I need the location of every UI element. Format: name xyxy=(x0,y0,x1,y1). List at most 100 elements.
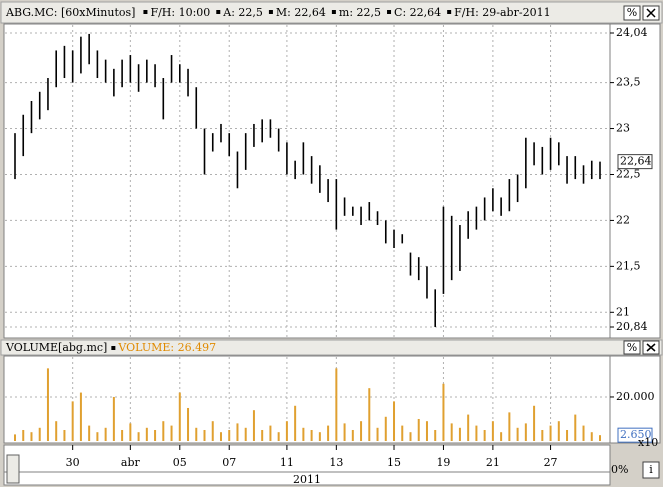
volume-bar xyxy=(187,407,190,441)
volume-bar xyxy=(327,425,330,441)
volume-bar xyxy=(533,405,536,441)
info-bullet xyxy=(447,10,452,14)
info-bullet xyxy=(216,10,221,14)
volume-bar xyxy=(162,421,165,441)
volume-bar xyxy=(71,401,74,441)
info-item: M: 22,64 xyxy=(276,6,326,19)
volume-close-icon xyxy=(646,343,656,352)
volume-bar xyxy=(137,432,140,441)
volume-bar xyxy=(557,421,560,441)
time-axis xyxy=(3,444,611,486)
volume-bar xyxy=(252,410,255,441)
volume-bar xyxy=(508,412,511,441)
volume-percent-button[interactable] xyxy=(623,340,641,355)
volume-header xyxy=(0,339,663,356)
volume-bar xyxy=(129,423,132,441)
volume-bar xyxy=(475,425,478,441)
chart-title: ABG.MC: [60xMinutos] xyxy=(5,6,135,19)
volume-bar xyxy=(500,432,503,441)
x-tick-label: 11 xyxy=(280,456,294,469)
x-tick-label: abr xyxy=(121,456,141,469)
volume-bar xyxy=(277,432,280,441)
volume-bar xyxy=(203,429,206,441)
volume-bar xyxy=(467,414,470,441)
y-tick-label: 21 xyxy=(616,305,630,318)
volume-bar xyxy=(409,432,412,441)
volume-bar xyxy=(425,421,428,441)
y-tick-label: 22 xyxy=(616,213,630,226)
volume-bar xyxy=(524,423,527,441)
volume-bar xyxy=(516,427,519,441)
volume-bar xyxy=(434,429,437,441)
percent-button-label: % xyxy=(627,6,637,19)
volume-bar xyxy=(228,429,231,441)
volume-bar xyxy=(360,421,363,441)
info-item: C: 22,64 xyxy=(394,6,441,19)
volume-bar xyxy=(599,435,601,441)
volume-bar xyxy=(590,432,593,441)
info-item: m: 22,5 xyxy=(339,6,381,19)
volume-bar xyxy=(154,429,157,441)
last-price-label: 22,64 xyxy=(620,155,652,168)
y-tick-label: 20.000 xyxy=(616,390,655,403)
info-item: A: 22,5 xyxy=(222,6,263,19)
x-tick-label: 21 xyxy=(486,456,500,469)
volume-bar xyxy=(574,414,577,441)
x-tick-label: 30 xyxy=(66,456,80,469)
volume-bar xyxy=(549,425,552,441)
volume-bar xyxy=(351,429,354,441)
x-tick-label: 13 xyxy=(329,456,343,469)
info-bullet xyxy=(143,10,148,14)
info-bullet xyxy=(387,10,392,14)
volume-bar xyxy=(269,425,272,441)
volume-bar xyxy=(195,427,198,441)
volume-bar xyxy=(38,427,41,441)
volume-bar xyxy=(211,421,214,441)
zoom-label: 0% xyxy=(611,463,628,476)
y-tick-label: 24,04 xyxy=(616,26,648,39)
volume-bar xyxy=(491,421,494,441)
x-tick-label: 19 xyxy=(436,456,450,469)
volume-bar xyxy=(458,427,461,441)
volume-percent-label: % xyxy=(627,341,637,354)
volume-bar xyxy=(384,416,387,441)
volume-bar xyxy=(79,392,82,441)
volume-bar xyxy=(343,423,346,441)
header-buttons: % % xyxy=(623,5,660,355)
header-bar xyxy=(0,1,663,24)
volume-bar xyxy=(112,396,115,441)
period-label: 2011 xyxy=(293,473,321,486)
y-tick-label: 23 xyxy=(616,122,630,135)
info-button[interactable] xyxy=(642,461,660,479)
volume-bar xyxy=(178,392,181,441)
volume-bar xyxy=(104,427,107,441)
last-price-box xyxy=(617,154,653,170)
percent-button[interactable] xyxy=(623,5,641,21)
volume-bar xyxy=(170,425,173,441)
volume-bar xyxy=(22,429,25,441)
volume-bar xyxy=(393,401,396,441)
volume-bar xyxy=(30,432,33,441)
volume-bar xyxy=(88,425,91,441)
volume-bar xyxy=(63,429,66,441)
volume-bar xyxy=(310,429,313,441)
volume-bar xyxy=(244,427,247,441)
volume-bar xyxy=(450,423,453,441)
volume-bar xyxy=(46,368,49,441)
last-volume-box xyxy=(617,427,653,443)
price-panel xyxy=(3,23,661,339)
x-tick-label: 05 xyxy=(173,456,187,469)
y-tick-label: 20,84 xyxy=(616,320,648,333)
volume-bar xyxy=(121,429,124,441)
volume-bar xyxy=(442,383,445,441)
scroll-handle[interactable] xyxy=(6,454,20,484)
volume-bar xyxy=(582,425,585,441)
volume-bar xyxy=(261,429,264,441)
x-tick-label: 07 xyxy=(222,456,236,469)
x-tick-label: 15 xyxy=(387,456,401,469)
x-tick-label: 27 xyxy=(544,456,558,469)
volume-bar xyxy=(376,427,379,441)
y-tick-label: 23,5 xyxy=(616,76,641,89)
